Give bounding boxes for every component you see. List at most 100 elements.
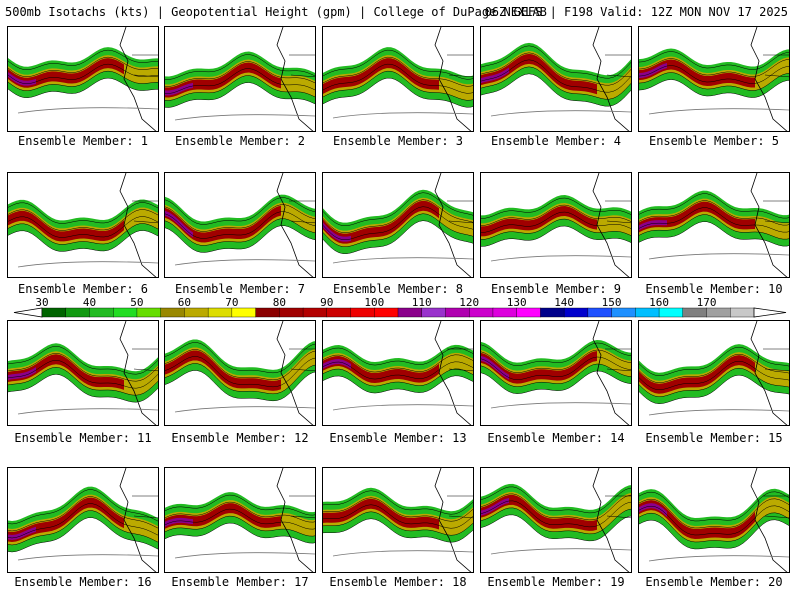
ensemble-member-label: Ensemble Member: 1 [17, 134, 149, 148]
colorbar-swatch [469, 307, 494, 318]
ensemble-member-label: Ensemble Member: 17 [171, 575, 309, 589]
ensemble-panel [7, 26, 159, 132]
colorbar-swatch [658, 307, 684, 318]
colorbar-swatch [89, 307, 114, 318]
ensemble-member-label: Ensemble Member: 8 [332, 282, 464, 296]
colorbar-swatch [682, 307, 708, 318]
colorbar-swatch [207, 307, 233, 318]
colorbar-tick-label: 30 [35, 296, 48, 309]
colorbar-swatch [279, 307, 304, 318]
jet-stream-map [165, 468, 315, 572]
ensemble-panel [322, 172, 474, 278]
ensemble-member-label: Ensemble Member: 5 [648, 134, 780, 148]
jet-stream-map [639, 27, 789, 131]
colorbar-swatch [112, 307, 138, 318]
colorbar-swatch [563, 307, 589, 318]
colorbar-swatch [374, 307, 399, 318]
header-title: 500mb Isotachs (kts) | Geopotential Heig… [5, 5, 547, 19]
ensemble-member-label: Ensemble Member: 9 [490, 282, 622, 296]
colorbar-tick-label: 40 [83, 296, 96, 309]
ensemble-member-label: Ensemble Member: 16 [14, 575, 152, 589]
ensemble-member-label: Ensemble Member: 10 [645, 282, 783, 296]
colorbar-right-arrow [753, 307, 787, 318]
header-run-info: 06Z GEFS | F198 Valid: 12Z MON NOV 17 20… [484, 5, 788, 19]
jet-stream-map [323, 468, 473, 572]
jet-stream-map [323, 173, 473, 277]
colorbar-tick-label: 120 [459, 296, 479, 309]
colorbar-swatch [611, 307, 636, 318]
colorbar-tick-label: 150 [602, 296, 622, 309]
colorbar-tick-label: 100 [364, 296, 384, 309]
ensemble-panel [7, 320, 159, 426]
colorbar-swatch [635, 307, 660, 318]
ensemble-member-label: Ensemble Member: 12 [171, 431, 309, 445]
ensemble-panel [164, 320, 316, 426]
ensemble-panel [638, 26, 790, 132]
colorbar-swatch [706, 307, 731, 318]
ensemble-panel [322, 467, 474, 573]
jet-stream-map [481, 27, 631, 131]
colorbar-swatch [302, 307, 328, 318]
ensemble-member-label: Ensemble Member: 15 [645, 431, 783, 445]
colorbar-tick-label: 170 [697, 296, 717, 309]
colorbar-swatch [160, 307, 185, 318]
ensemble-panel [164, 26, 316, 132]
wind-speed-colorbar: 30 40 50 60 70 80 90 100 110 120 130 140 150 160 170 [13, 296, 787, 318]
ensemble-panel [480, 467, 632, 573]
ensemble-member-label: Ensemble Member: 14 [487, 431, 625, 445]
colorbar-tick-label: 60 [178, 296, 191, 309]
ensemble-panel [638, 172, 790, 278]
colorbar-tick-label: 80 [273, 296, 286, 309]
ensemble-panel [480, 320, 632, 426]
jet-stream-map [481, 173, 631, 277]
colorbar-swatch [184, 307, 209, 318]
jet-stream-map [639, 173, 789, 277]
colorbar-left-arrow [13, 307, 43, 318]
jet-stream-map [8, 173, 158, 277]
ensemble-panel [322, 26, 474, 132]
colorbar-swatch [326, 307, 352, 318]
ensemble-panel [638, 320, 790, 426]
colorbar-swatch [255, 307, 280, 318]
ensemble-member-label: Ensemble Member: 20 [645, 575, 783, 589]
jet-stream-map [639, 321, 789, 425]
colorbar-swatch [730, 307, 755, 318]
ensemble-panel [164, 467, 316, 573]
colorbar-swatch [397, 307, 423, 318]
colorbar-swatch [136, 307, 162, 318]
colorbar-swatch [41, 307, 67, 318]
jet-stream-map [165, 173, 315, 277]
jet-stream-map [481, 321, 631, 425]
colorbar-swatch [516, 307, 541, 318]
colorbar-swatch [587, 307, 613, 318]
jet-stream-map [323, 321, 473, 425]
jet-stream-map [323, 27, 473, 131]
ensemble-panel [480, 172, 632, 278]
jet-stream-map [165, 27, 315, 131]
ensemble-member-label: Ensemble Member: 19 [487, 575, 625, 589]
jet-stream-map [165, 321, 315, 425]
jet-stream-map [8, 321, 158, 425]
jet-stream-map [639, 468, 789, 572]
colorbar-tick-label: 90 [320, 296, 333, 309]
ensemble-panel [322, 320, 474, 426]
ensemble-member-label: Ensemble Member: 7 [174, 282, 306, 296]
colorbar-tick-label: 110 [412, 296, 432, 309]
ensemble-member-label: Ensemble Member: 18 [329, 575, 467, 589]
ensemble-member-label: Ensemble Member: 13 [329, 431, 467, 445]
ensemble-member-label: Ensemble Member: 4 [490, 134, 622, 148]
ensemble-panel [7, 172, 159, 278]
ensemble-panel [638, 467, 790, 573]
map-header: 500mb Isotachs (kts) | Geopotential Heig… [0, 0, 800, 24]
colorbar-swatch [421, 307, 446, 318]
colorbar-swatch [231, 307, 257, 318]
colorbar-swatch [445, 307, 470, 318]
ensemble-panel [480, 26, 632, 132]
ensemble-panel [164, 172, 316, 278]
ensemble-member-label: Ensemble Member: 2 [174, 134, 306, 148]
ensemble-member-label: Ensemble Member: 6 [17, 282, 149, 296]
ensemble-panel [7, 467, 159, 573]
colorbar-swatch [492, 307, 518, 318]
ensemble-member-label: Ensemble Member: 3 [332, 134, 464, 148]
colorbar-swatch [540, 307, 565, 318]
